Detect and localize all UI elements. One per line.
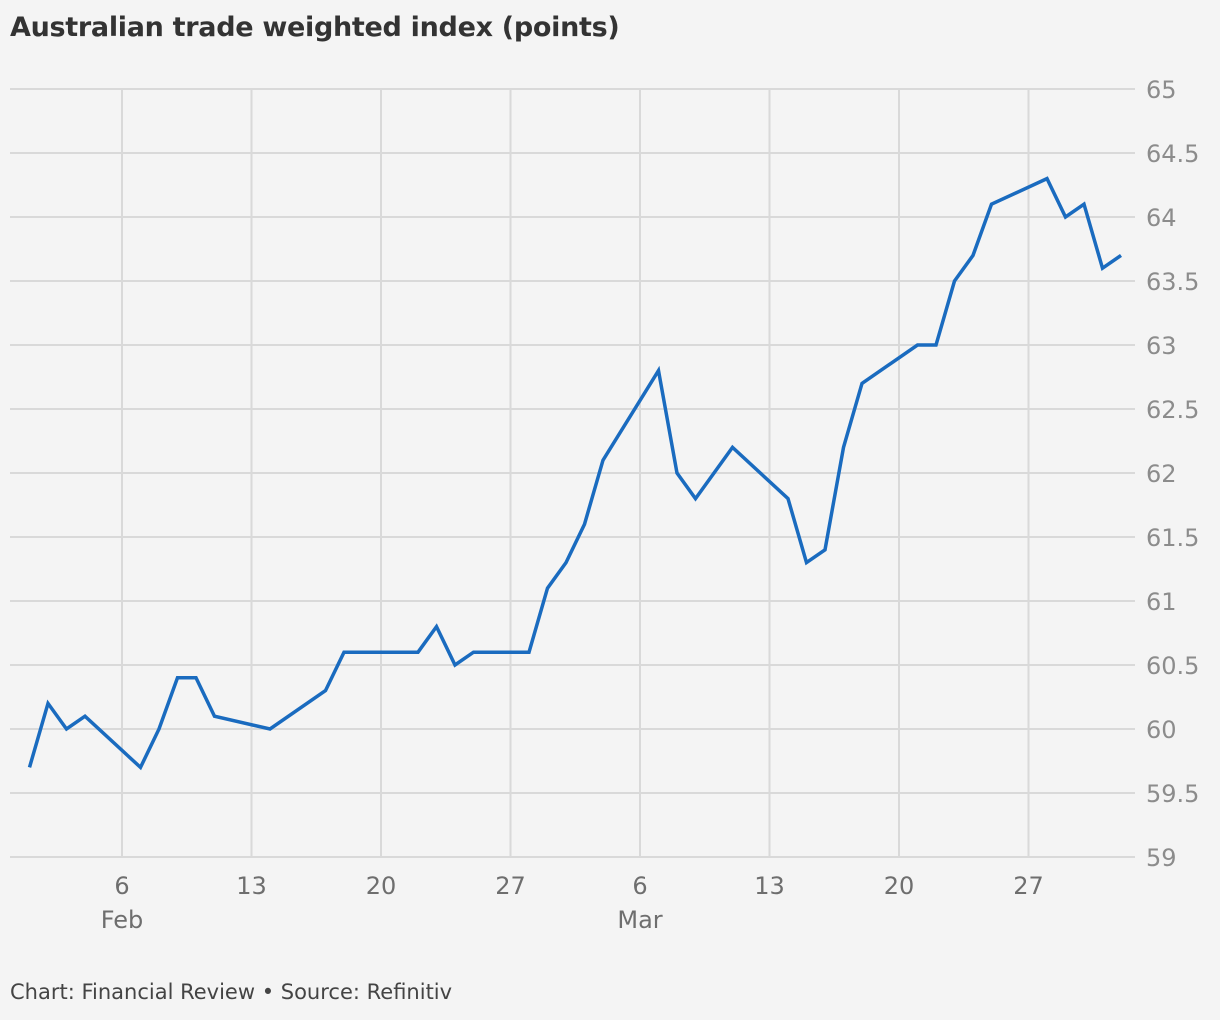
series-line: [27, 176, 1122, 771]
y-tick-label: 63.5: [1146, 268, 1199, 296]
y-tick-label: 62: [1146, 460, 1177, 488]
y-tick-label: 64: [1146, 204, 1177, 232]
y-tick-label: 60: [1146, 716, 1177, 744]
x-tick-label: 27: [495, 872, 526, 900]
x-tick-label: 6: [632, 872, 647, 900]
x-tick-label: 13: [754, 872, 785, 900]
x-axis-tick-labels: 6 Feb 13 20 27 6 Mar 13 20 27: [101, 872, 1044, 934]
y-tick-label: 59: [1146, 844, 1177, 872]
vertical-gridlines: [121, 89, 1030, 857]
horizontal-gridlines: [10, 88, 1135, 858]
y-tick-label: 60.5: [1146, 652, 1199, 680]
x-tick-label: 27: [1013, 872, 1044, 900]
x-tick-month-label: Feb: [101, 906, 144, 934]
x-tick-label: 20: [366, 872, 397, 900]
x-tick-label: 13: [236, 872, 267, 900]
y-tick-label: 65: [1146, 76, 1177, 104]
y-tick-label: 64.5: [1146, 140, 1199, 168]
y-axis-tick-labels: 65 64.5 64 63.5 63 62.5 62 61.5 61 60.5 60 59.5 59: [1146, 76, 1199, 872]
x-tick-label: 20: [884, 872, 915, 900]
y-tick-label: 62.5: [1146, 396, 1199, 424]
y-tick-label: 59.5: [1146, 780, 1199, 808]
y-tick-label: 63: [1146, 332, 1177, 360]
chart-source-footer: Chart: Financial Review • Source: Refini…: [10, 980, 453, 1004]
y-tick-label: 61: [1146, 588, 1177, 616]
x-tick-month-label: Mar: [617, 906, 662, 934]
series-layer: [27, 176, 1122, 771]
chart-title: Australian trade weighted index (points): [10, 12, 620, 43]
y-tick-label: 61.5: [1146, 524, 1199, 552]
x-tick-label: 6: [114, 872, 129, 900]
